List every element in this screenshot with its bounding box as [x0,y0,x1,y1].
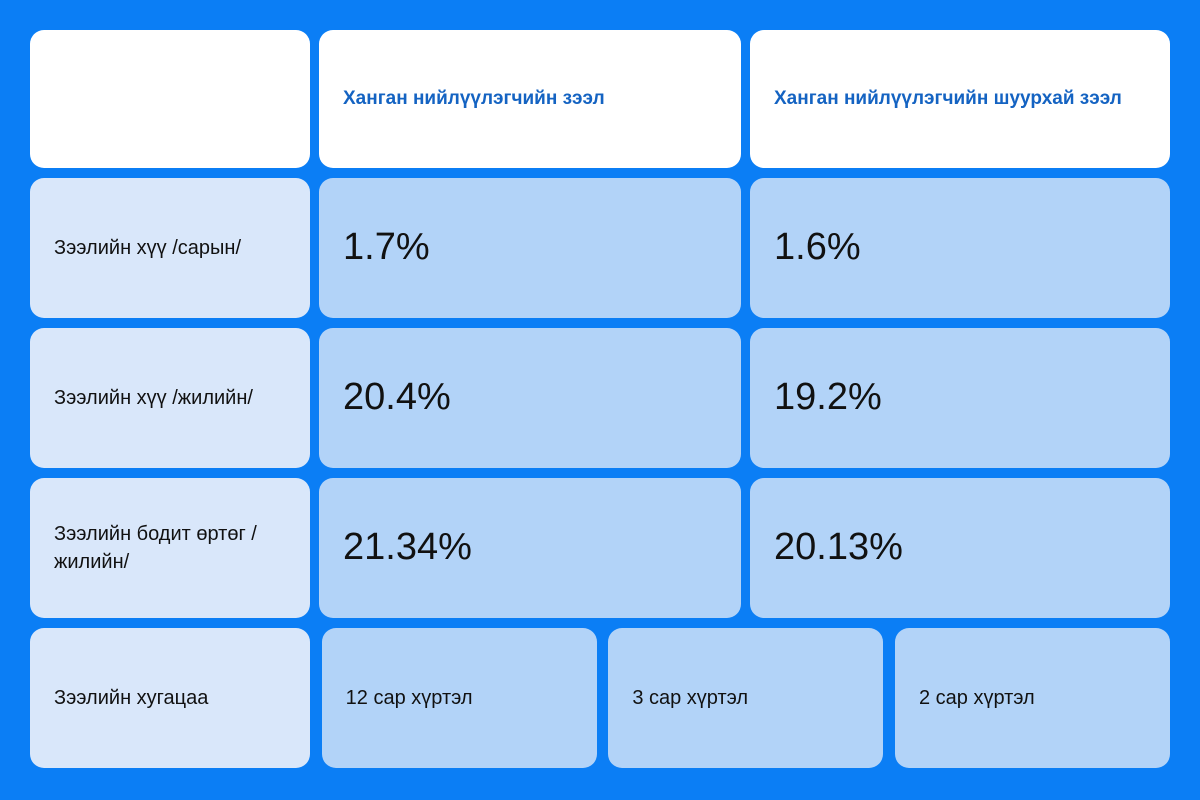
row-label-cell-monthly-interest: Зээлийн хүү /сарын/ [30,178,310,318]
header-cell-supplier-express-loan: Ханган нийлүүлэгчийн шуурхай зээл [750,30,1170,168]
table-row-real-annual-cost: Зээлийн бодит өртөг /жилийн/ 21.34% 20.1… [30,478,1170,618]
row-label-cell-annual-interest: Зээлийн хүү /жилийн/ [30,328,310,468]
header-empty-cell [30,30,310,168]
value-monthly-interest-express: 1.6% [774,226,861,269]
value-loan-term-3-months: 3 сар хүртэл [632,687,749,709]
value-loan-term-12-months: 12 сар хүртэл [345,687,473,709]
header-label-supplier-express-loan: Ханган нийлүүлэгчийн шуурхай зээл [774,87,1122,109]
value-cell-monthly-interest-supplier: 1.7% [319,178,741,318]
value-cell-loan-term-12-months: 12 сар хүртэл [321,628,597,768]
value-annual-interest-supplier: 20.4% [343,376,451,419]
value-cell-annual-interest-supplier: 20.4% [319,328,741,468]
value-loan-term-2-months: 2 сар хүртэл [918,687,1035,709]
table-header-row: Ханган нийлүүлэгчийн зээл Ханган нийлүүл… [30,30,1170,168]
value-cell-annual-interest-express: 19.2% [750,328,1170,468]
row-label-cell-loan-term: Зээлийн хугацаа [30,628,310,768]
header-cell-supplier-loan: Ханган нийлүүлэгчийн зээл [319,30,741,168]
value-cell-real-annual-cost-express: 20.13% [750,478,1170,618]
value-monthly-interest-supplier: 1.7% [343,226,430,269]
value-cell-monthly-interest-express: 1.6% [750,178,1170,318]
header-label-supplier-loan: Ханган нийлүүлэгчийн зээл [343,87,605,109]
row-label-real-annual-cost: Зээлийн бодит өртөг /жилийн/ [54,523,257,573]
value-cell-loan-term-3-months: 3 сар хүртэл [608,628,884,768]
value-cell-loan-term-2-months: 2 сар хүртэл [894,628,1170,768]
row-label-loan-term: Зээлийн хугацаа [54,687,209,709]
value-real-annual-cost-express: 20.13% [774,526,903,569]
row-label-cell-real-annual-cost: Зээлийн бодит өртөг /жилийн/ [30,478,310,618]
table-row-monthly-interest: Зээлийн хүү /сарын/ 1.7% 1.6% [30,178,1170,318]
value-real-annual-cost-supplier: 21.34% [343,526,472,569]
row-label-monthly-interest: Зээлийн хүү /сарын/ [54,237,242,259]
value-annual-interest-express: 19.2% [774,376,882,419]
value-cell-real-annual-cost-supplier: 21.34% [319,478,741,618]
row-label-annual-interest: Зээлийн хүү /жилийн/ [54,387,253,409]
table-row-loan-term: Зээлийн хугацаа 12 сар хүртэл 3 сар хүрт… [30,628,1170,768]
table-row-annual-interest: Зээлийн хүү /жилийн/ 20.4% 19.2% [30,328,1170,468]
